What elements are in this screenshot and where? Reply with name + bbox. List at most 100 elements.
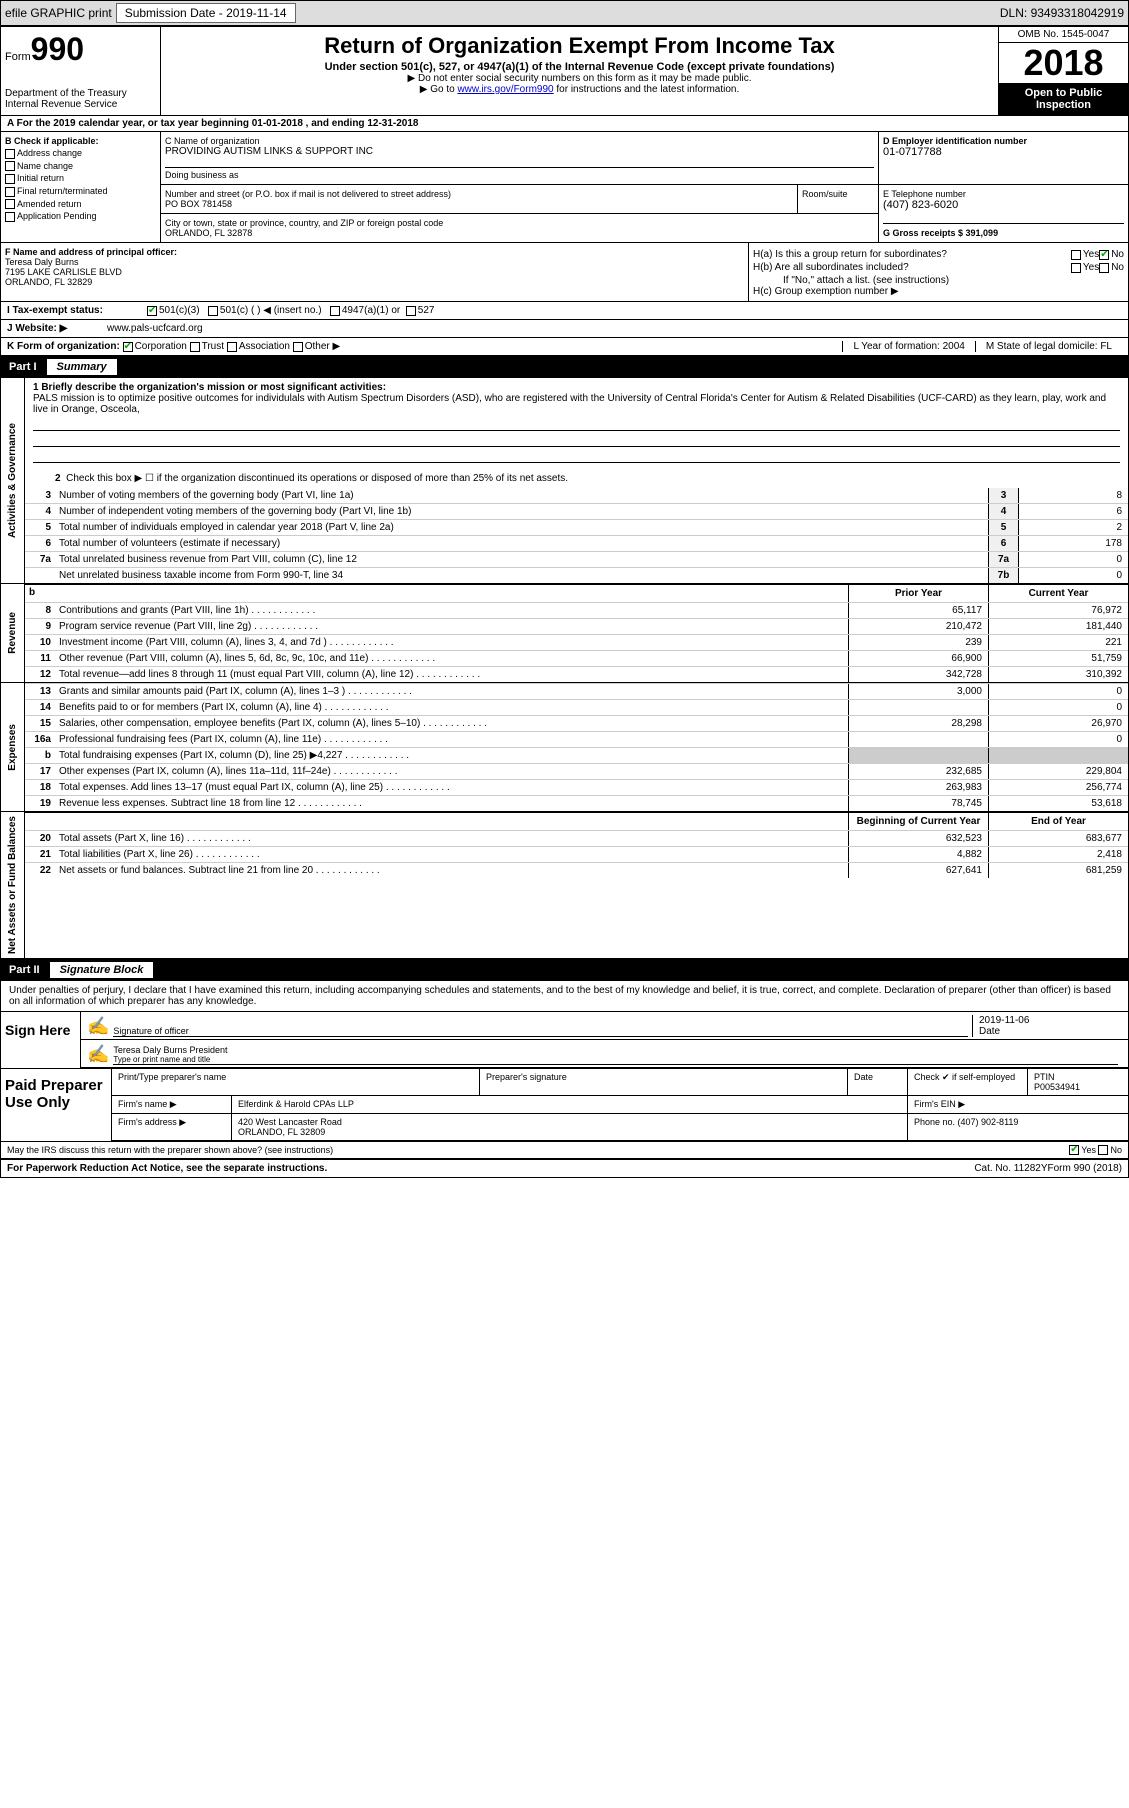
submission-date-button[interactable]: Submission Date - 2019-11-14	[116, 3, 296, 23]
box-c-city: City or town, state or province, country…	[161, 214, 878, 242]
box-f: F Name and address of principal officer:…	[1, 243, 748, 301]
website-value: www.pals-ucfcard.org	[107, 323, 203, 334]
ptin-cell: PTINP00534941	[1028, 1069, 1128, 1095]
box-g: G Gross receipts $ 391,099	[883, 223, 1124, 238]
exp-line-14: 14Benefits paid to or for members (Part …	[25, 699, 1128, 715]
gov-line-3: 3Number of voting members of the governi…	[25, 488, 1128, 503]
phone-value: (407) 823-6020	[883, 199, 1124, 211]
cat-no: Cat. No. 11282Y	[974, 1163, 1047, 1174]
row-k-org: K Form of organization: Corporation Trus…	[1, 338, 1128, 356]
officer-addr1: 7195 LAKE CARLISLE BLVD	[5, 267, 744, 277]
status-527[interactable]	[406, 306, 416, 316]
omb-number: OMB No. 1545-0047	[999, 27, 1128, 43]
box-b-header: B Check if applicable:	[5, 136, 156, 146]
vlabel-expenses: Expenses	[5, 720, 20, 775]
rev-line-10: 10Investment income (Part VIII, column (…	[25, 634, 1128, 650]
box-e: E Telephone number (407) 823-6020	[883, 189, 1124, 211]
hb-no[interactable]	[1099, 263, 1109, 273]
officer-addr2: ORLANDO, FL 32829	[5, 277, 744, 287]
room-suite: Room/suite	[798, 185, 878, 213]
check-name-change[interactable]: Name change	[5, 161, 156, 172]
col-cd: C Name of organization PROVIDING AUTISM …	[161, 132, 1128, 242]
box-m-state: M State of legal domicile: FL	[975, 341, 1122, 352]
vlabel-revenue: Revenue	[5, 608, 20, 658]
gov-line-7b: Net unrelated business taxable income fr…	[25, 567, 1128, 583]
status-4947[interactable]	[330, 306, 340, 316]
form-number: 990	[31, 31, 84, 67]
officer-signature-line[interactable]: Signature of officer	[113, 1026, 968, 1037]
korg-assoc[interactable]	[227, 342, 237, 352]
form-title: Return of Organization Exempt From Incom…	[165, 33, 994, 59]
korg-trust[interactable]	[190, 342, 200, 352]
dln-label: DLN: 93493318042919	[1000, 6, 1124, 20]
section-governance: Activities & Governance 1 Briefly descri…	[1, 378, 1128, 584]
org-address: PO BOX 781458	[165, 199, 793, 209]
hb-yes[interactable]	[1071, 263, 1081, 273]
top-toolbar: efile GRAPHIC print Submission Date - 20…	[0, 0, 1129, 26]
gov-line-5: 5Total number of individuals employed in…	[25, 519, 1128, 535]
check-application-pending[interactable]: Application Pending	[5, 211, 156, 222]
box-c-name: C Name of organization PROVIDING AUTISM …	[161, 132, 878, 184]
discuss-no[interactable]	[1098, 1145, 1108, 1155]
header-left: Form990 Department of the Treasury Inter…	[1, 27, 161, 115]
korg-other[interactable]	[293, 342, 303, 352]
exp-line-19: 19Revenue less expenses. Subtract line 1…	[25, 795, 1128, 811]
form-990-container: Form990 Department of the Treasury Inter…	[0, 26, 1129, 1178]
net-line-20: 20Total assets (Part X, line 16)632,5236…	[25, 830, 1128, 846]
officer-name: Teresa Daly Burns	[5, 257, 744, 267]
form-version: Form 990 (2018)	[1048, 1163, 1122, 1174]
vlabel-governance: Activities & Governance	[5, 419, 20, 542]
dept-irs: Internal Revenue Service	[5, 99, 156, 110]
vlabel-netassets: Net Assets or Fund Balances	[5, 812, 20, 958]
exp-line-b: bTotal fundraising expenses (Part IX, co…	[25, 747, 1128, 763]
officer-name-line: Teresa Daly Burns PresidentType or print…	[113, 1045, 1118, 1065]
part2-header: Part II Signature Block	[1, 959, 1128, 981]
sign-here-label: Sign Here	[1, 1012, 81, 1068]
section-expenses: Expenses 13Grants and similar amounts pa…	[1, 683, 1128, 812]
rev-line-12: 12Total revenue—add lines 8 through 11 (…	[25, 666, 1128, 682]
exp-line-13: 13Grants and similar amounts paid (Part …	[25, 683, 1128, 699]
box-d: D Employer identification number 01-0717…	[878, 132, 1128, 184]
check-initial-return[interactable]: Initial return	[5, 173, 156, 184]
box-hc: H(c) Group exemption number ▶	[753, 286, 1124, 297]
row-i-status: I Tax-exempt status: 501(c)(3) 501(c) ( …	[1, 302, 1128, 320]
status-501c[interactable]	[208, 306, 218, 316]
ha-yes[interactable]	[1071, 250, 1081, 260]
goto-note: ▶ Go to www.irs.gov/Form990 for instruct…	[165, 84, 994, 95]
rev-line-8: 8Contributions and grants (Part VIII, li…	[25, 602, 1128, 618]
exp-line-17: 17Other expenses (Part IX, column (A), l…	[25, 763, 1128, 779]
ssn-note: ▶ Do not enter social security numbers o…	[165, 73, 994, 84]
efile-label: efile GRAPHIC print	[5, 6, 112, 20]
gov-line-6: 6Total number of volunteers (estimate if…	[25, 535, 1128, 551]
status-501c3[interactable]	[147, 306, 157, 316]
gov-line-4: 4Number of independent voting members of…	[25, 503, 1128, 519]
check-amended-return[interactable]: Amended return	[5, 199, 156, 210]
firm-phone: Phone no. (407) 902-8119	[908, 1114, 1128, 1140]
ein-value: 01-0717788	[883, 146, 1124, 158]
discuss-question: May the IRS discuss this return with the…	[7, 1145, 1069, 1155]
rev-line-9: 9Program service revenue (Part VIII, lin…	[25, 618, 1128, 634]
org-name: PROVIDING AUTISM LINKS & SUPPORT INC	[165, 146, 874, 157]
self-employed-check[interactable]: Check ✔ if self-employed	[908, 1069, 1028, 1095]
check-address-change[interactable]: Address change	[5, 148, 156, 159]
dept-treasury: Department of the Treasury	[5, 88, 156, 99]
box-l-year: L Year of formation: 2004	[842, 341, 974, 352]
rev-line-11: 11Other revenue (Part VIII, column (A), …	[25, 650, 1128, 666]
exp-line-15: 15Salaries, other compensation, employee…	[25, 715, 1128, 731]
sig-date: 2019-11-06Date	[972, 1015, 1122, 1037]
exp-line-18: 18Total expenses. Add lines 13–17 (must …	[25, 779, 1128, 795]
section-revenue: Revenue b Prior Year Current Year 8Contr…	[1, 584, 1128, 683]
gov-line-7a: 7aTotal unrelated business revenue from …	[25, 551, 1128, 567]
row-fh: F Name and address of principal officer:…	[1, 243, 1128, 302]
box-h: H(a) Is this a group return for subordin…	[748, 243, 1128, 301]
irs-link[interactable]: www.irs.gov/Form990	[457, 84, 553, 95]
discuss-yes[interactable]	[1069, 1145, 1079, 1155]
check-final-return[interactable]: Final return/terminated	[5, 186, 156, 197]
signature-block: Under penalties of perjury, I declare th…	[1, 981, 1128, 1159]
ha-no[interactable]	[1099, 250, 1109, 260]
korg-corp[interactable]	[123, 342, 133, 352]
form-header: Form990 Department of the Treasury Inter…	[1, 27, 1128, 116]
perjury-declaration: Under penalties of perjury, I declare th…	[1, 981, 1128, 1011]
firm-name: Elferdink & Harold CPAs LLP	[232, 1096, 908, 1113]
form-subtitle: Under section 501(c), 527, or 4947(a)(1)…	[165, 61, 994, 73]
